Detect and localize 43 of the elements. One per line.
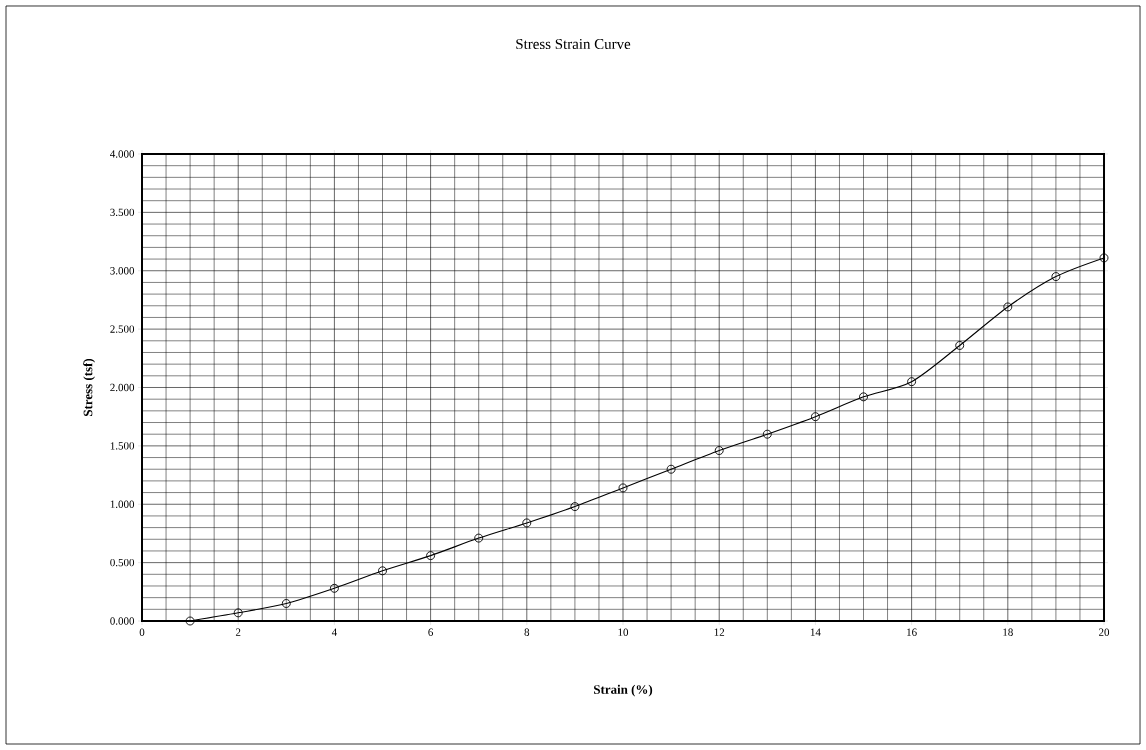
point xyxy=(233,608,243,618)
y-tick-label: 3.000 xyxy=(110,267,135,275)
point xyxy=(762,429,772,439)
x-tick-label: 14 xyxy=(810,628,821,636)
y-tick-label: 1.000 xyxy=(110,500,135,508)
point xyxy=(1099,253,1109,263)
point xyxy=(281,599,291,608)
x-tick-label: 4 xyxy=(331,628,337,636)
point xyxy=(1003,302,1013,312)
x-tick-label: 2 xyxy=(235,628,241,636)
chart-title: Stress Strain Curve xyxy=(516,38,631,50)
point xyxy=(426,551,436,561)
point xyxy=(378,566,387,576)
point xyxy=(329,583,339,593)
point xyxy=(955,341,965,350)
x-tick-label: 20 xyxy=(1099,628,1110,636)
x-tick-label: 6 xyxy=(428,628,434,636)
x-tick-label: 0 xyxy=(139,628,145,636)
point xyxy=(810,412,820,422)
y-axis-title: Stress (tsf) xyxy=(83,358,95,417)
point xyxy=(666,464,676,474)
point xyxy=(1051,272,1061,282)
x-tick-label: 18 xyxy=(1003,628,1013,636)
point xyxy=(907,377,917,387)
y-tick-label: 2.000 xyxy=(110,383,135,392)
point xyxy=(570,502,580,512)
y-tick-label: 0.500 xyxy=(110,558,135,567)
y-tick-label: 4.000 xyxy=(110,150,135,158)
point xyxy=(474,533,484,543)
y-tick-label: 2.500 xyxy=(110,325,135,333)
x-tick-label: 12 xyxy=(714,628,725,636)
point xyxy=(522,518,532,528)
point xyxy=(618,483,628,493)
x-tick-label: 16 xyxy=(907,628,917,636)
point xyxy=(185,616,195,626)
point xyxy=(859,392,868,402)
x-axis-title: Strain (%) xyxy=(594,684,653,697)
point xyxy=(714,446,724,455)
x-tick-label: 8 xyxy=(524,628,530,636)
x-tick-label: 10 xyxy=(618,628,629,636)
y-tick-label: 0.000 xyxy=(110,617,135,625)
y-tick-label: 1.500 xyxy=(110,442,135,450)
y-tick-label: 3.500 xyxy=(110,208,135,217)
